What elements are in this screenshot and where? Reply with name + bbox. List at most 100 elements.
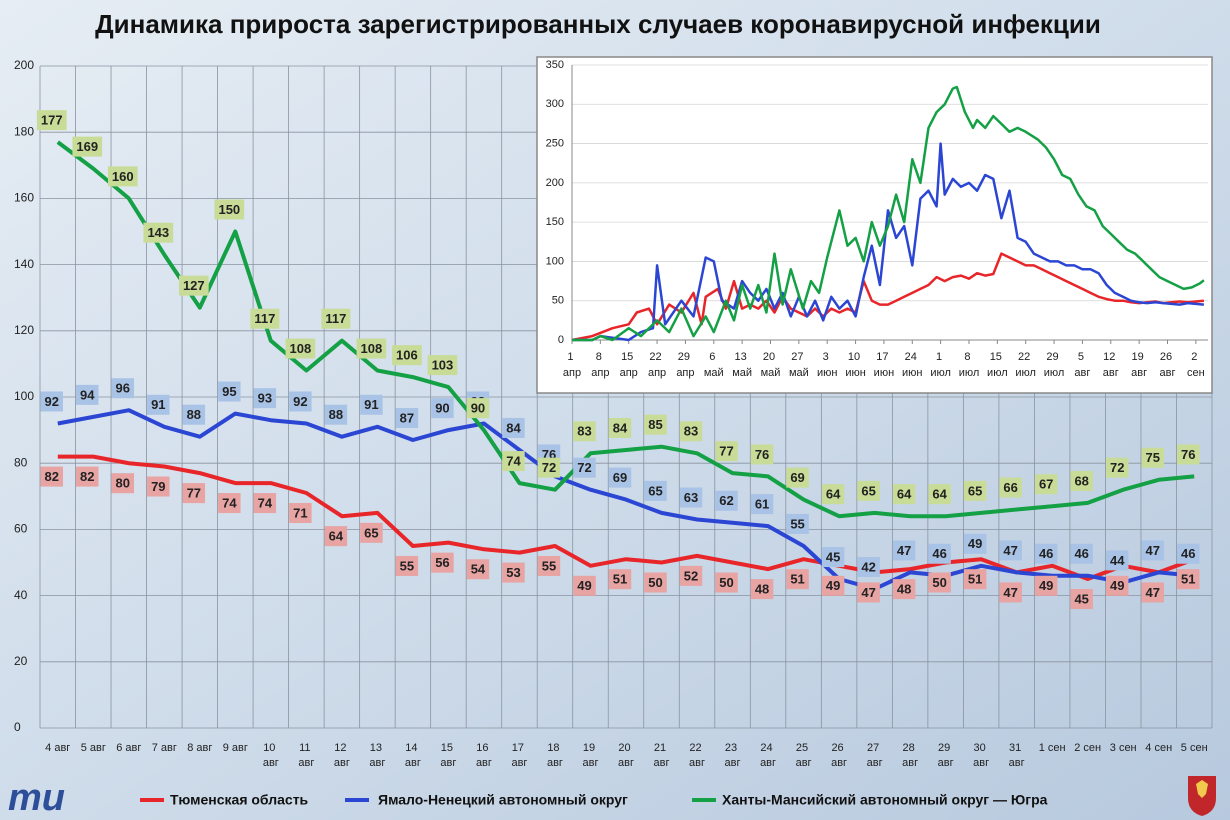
data-label-box <box>537 555 561 576</box>
x-tick-label: 15 апр <box>620 351 638 379</box>
x-tick-label: 26 авг <box>1159 351 1175 379</box>
data-label: 72 <box>1110 460 1124 475</box>
data-label-box <box>285 338 316 359</box>
data-label-box <box>963 480 987 501</box>
data-label-box <box>107 166 138 187</box>
data-label-box <box>321 308 351 329</box>
data-label: 47 <box>897 543 911 558</box>
data-label-box <box>111 473 135 494</box>
x-tick-label: 10 июн <box>845 351 865 379</box>
data-label: 80 <box>116 476 130 491</box>
data-label: 93 <box>258 391 272 406</box>
x-tick-label: 14 авг <box>405 742 421 769</box>
x-tick-label: 25 авг <box>796 742 812 769</box>
x-tick-label: 18 авг <box>547 742 563 769</box>
data-label: 67 <box>1039 477 1053 492</box>
data-label: 90 <box>435 401 449 416</box>
x-tick-label: 8 апр <box>591 351 609 379</box>
y-tick-label: 20 <box>14 654 28 668</box>
data-label: 66 <box>1003 480 1017 495</box>
data-label: 143 <box>147 225 169 240</box>
x-tick-label: 4 сен <box>1145 742 1172 754</box>
data-label: 91 <box>364 397 378 412</box>
x-tick-label: 27 май <box>789 351 809 379</box>
x-tick-label: 15 июл <box>987 351 1008 379</box>
x-tick-label: 1 июл <box>930 351 951 379</box>
x-tick-label: 29 апр <box>676 351 694 379</box>
data-label-box <box>76 466 99 487</box>
x-tick-label: 12 авг <box>334 742 350 769</box>
data-label: 51 <box>968 572 982 587</box>
data-label: 88 <box>187 407 201 422</box>
data-label-box <box>679 421 703 442</box>
y-tick-label: 100 <box>14 389 34 403</box>
data-label-box <box>147 394 170 415</box>
data-label: 75 <box>1145 450 1159 465</box>
data-label-box <box>324 526 348 547</box>
x-tick-label: 22 авг <box>689 742 705 769</box>
x-tick-label: 27 авг <box>867 742 883 769</box>
data-label: 77 <box>187 486 201 501</box>
x-tick-label: 28 авг <box>902 742 918 769</box>
data-label: 82 <box>80 469 94 484</box>
y-tick-label: 350 <box>546 59 564 71</box>
data-label-box <box>857 480 880 501</box>
data-label: 54 <box>471 562 486 577</box>
data-label: 127 <box>183 278 205 293</box>
data-label-box <box>892 484 916 505</box>
data-label: 106 <box>396 348 418 363</box>
data-label-box <box>786 569 809 590</box>
legend-label: Тюменская область <box>170 792 309 808</box>
x-tick-label: 19 авг <box>1131 351 1147 379</box>
x-tick-label: 21 авг <box>654 742 670 769</box>
data-label-box <box>750 494 774 515</box>
data-label: 68 <box>1074 473 1088 488</box>
data-label-box <box>679 565 703 586</box>
data-label-box <box>573 421 596 442</box>
data-label-box <box>214 199 245 220</box>
x-tick-label: 6 май <box>704 351 724 379</box>
y-tick-label: 120 <box>14 323 34 337</box>
y-tick-label: 200 <box>14 58 34 72</box>
data-label-box <box>1141 540 1164 561</box>
data-label: 47 <box>1145 543 1159 558</box>
series-line <box>572 85 1205 342</box>
data-label: 64 <box>329 529 344 544</box>
data-label: 69 <box>613 470 627 485</box>
data-label-box <box>608 569 632 590</box>
x-tick-label: 6 авг <box>116 742 141 754</box>
data-label-box <box>999 582 1022 603</box>
data-label-box <box>1105 575 1129 596</box>
data-label-box <box>892 579 916 600</box>
data-label-box <box>821 484 845 505</box>
data-label: 48 <box>897 582 911 597</box>
y-tick-label: 50 <box>552 295 564 307</box>
data-label: 74 <box>258 495 273 510</box>
x-tick-label: 8 июл <box>959 351 980 379</box>
data-label: 65 <box>968 483 982 498</box>
x-tick-label: 9 авг <box>223 742 248 754</box>
x-tick-label: 20 май <box>761 351 781 379</box>
data-label: 92 <box>45 394 59 409</box>
x-tick-label: 26 авг <box>831 742 847 769</box>
y-tick-label: 0 <box>14 720 21 734</box>
data-label: 160 <box>112 169 134 184</box>
data-label: 79 <box>151 479 165 494</box>
data-label-box <box>715 441 738 462</box>
data-label: 42 <box>861 559 875 574</box>
data-label: 49 <box>1039 578 1053 593</box>
data-label: 74 <box>222 495 237 510</box>
data-label-box <box>356 338 387 359</box>
x-tick-label: 3 июн <box>817 351 837 379</box>
x-tick-label: 29 авг <box>938 742 954 769</box>
data-label-box <box>1177 569 1200 590</box>
data-label: 150 <box>218 202 240 217</box>
data-label: 55 <box>542 558 556 573</box>
data-label-box <box>1105 550 1129 571</box>
x-tick-label: 22 апр <box>648 351 666 379</box>
x-tick-label: 5 авг <box>1074 351 1090 379</box>
data-label-box <box>857 556 880 577</box>
data-label-box <box>466 398 490 419</box>
data-label: 108 <box>361 341 383 356</box>
data-label: 117 <box>325 311 346 326</box>
